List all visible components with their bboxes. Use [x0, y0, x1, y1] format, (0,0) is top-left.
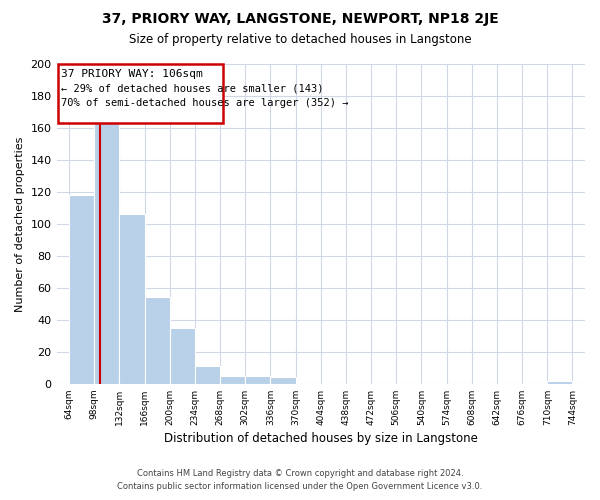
- Bar: [195, 366, 220, 384]
- Bar: [94, 120, 119, 384]
- Bar: [170, 328, 195, 384]
- Bar: [145, 298, 170, 384]
- Bar: [58, 64, 223, 123]
- Bar: [271, 378, 296, 384]
- Bar: [220, 376, 245, 384]
- Bar: [119, 214, 145, 384]
- Text: ← 29% of detached houses are smaller (143): ← 29% of detached houses are smaller (14…: [61, 83, 323, 93]
- X-axis label: Distribution of detached houses by size in Langstone: Distribution of detached houses by size …: [164, 432, 478, 445]
- Text: Size of property relative to detached houses in Langstone: Size of property relative to detached ho…: [128, 32, 472, 46]
- Bar: [547, 380, 572, 384]
- Text: 37 PRIORY WAY: 106sqm: 37 PRIORY WAY: 106sqm: [61, 69, 203, 79]
- Bar: [245, 376, 271, 384]
- Y-axis label: Number of detached properties: Number of detached properties: [15, 136, 25, 312]
- Text: 37, PRIORY WAY, LANGSTONE, NEWPORT, NP18 2JE: 37, PRIORY WAY, LANGSTONE, NEWPORT, NP18…: [101, 12, 499, 26]
- Text: Contains HM Land Registry data © Crown copyright and database right 2024.
Contai: Contains HM Land Registry data © Crown c…: [118, 470, 482, 491]
- Text: 70% of semi-detached houses are larger (352) →: 70% of semi-detached houses are larger (…: [61, 98, 348, 108]
- Bar: [69, 195, 94, 384]
